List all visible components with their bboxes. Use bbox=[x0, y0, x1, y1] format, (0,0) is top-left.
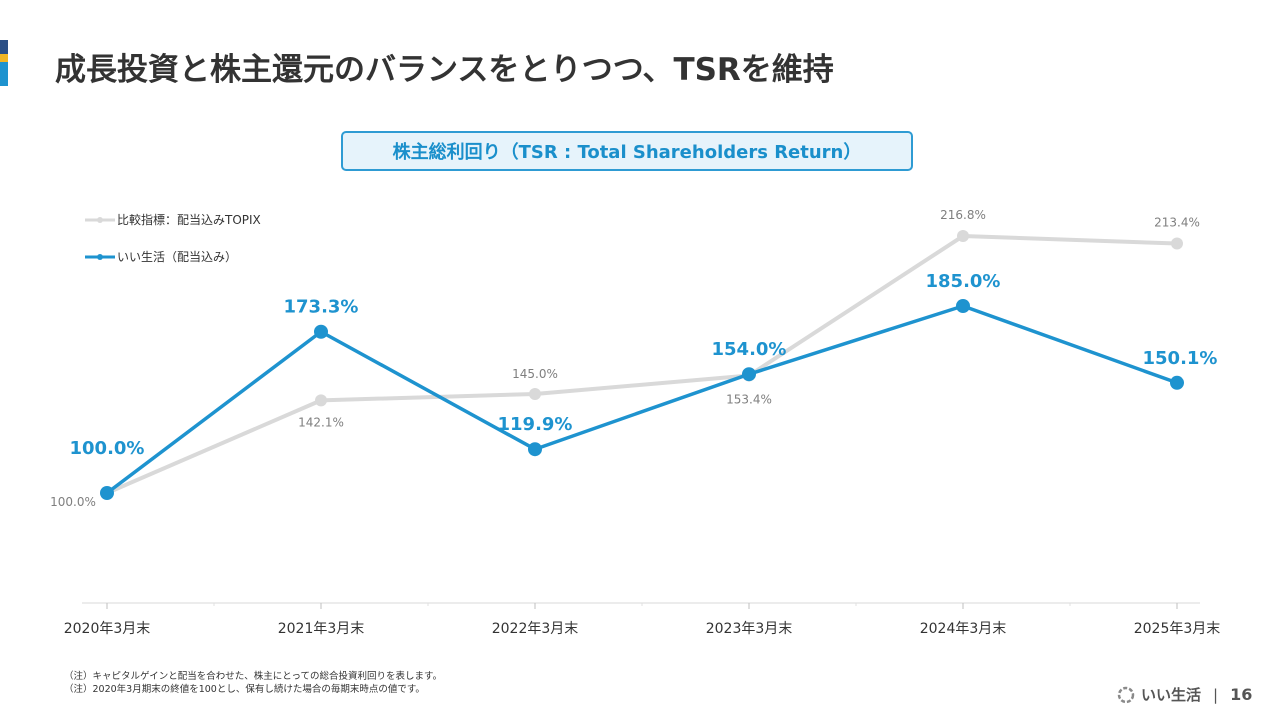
footnote-2: （注）2020年3月期末の終値を100とし、保有し続けた場合の毎期末時点の値です… bbox=[64, 684, 425, 695]
footnotes: （注）キャピタルゲインと配当を合わせた、株主にとっての総合投資利回りを表します。… bbox=[64, 670, 442, 696]
legend-line-topix-icon bbox=[85, 216, 115, 223]
brand-logo-icon bbox=[1117, 686, 1135, 703]
data-point-topix bbox=[957, 230, 969, 243]
data-label-topix: 142.1% bbox=[298, 415, 344, 429]
legend-label-company: いい生活（配当込み） bbox=[117, 250, 238, 264]
data-point-company bbox=[528, 442, 542, 457]
series-line-topix bbox=[106, 234, 1178, 495]
data-label-topix: 213.4% bbox=[1154, 216, 1200, 230]
series-line-company bbox=[105, 304, 1178, 495]
data-point-company bbox=[956, 299, 970, 313]
data-label-company: 119.9% bbox=[498, 414, 573, 435]
x-tick-label: 2025年3月末 bbox=[1134, 621, 1221, 637]
data-label-company: 154.0% bbox=[712, 339, 787, 360]
data-point-company bbox=[1170, 375, 1184, 390]
chart-title: 株主総利回り（TSR : Total Shareholders Return） bbox=[341, 131, 913, 171]
data-label-company: 173.3% bbox=[284, 297, 359, 318]
data-label-topix: 216.8% bbox=[940, 208, 986, 222]
accent-segment-blue bbox=[0, 62, 8, 86]
accent-segment-navy bbox=[0, 40, 8, 54]
page-title: 成長投資と株主還元のバランスをとりつつ、TSRを維持 bbox=[55, 52, 834, 88]
data-label-topix: 100.0% bbox=[50, 495, 96, 509]
legend-item-topix: 比較指標：配当込みTOPIX bbox=[85, 211, 261, 228]
data-point-company bbox=[100, 486, 114, 500]
x-tick-label: 2023年3月末 bbox=[706, 621, 793, 637]
data-label-topix: 153.4% bbox=[726, 393, 772, 407]
data-label-company: 100.0% bbox=[70, 438, 145, 459]
brand-name: いい生活 bbox=[1141, 686, 1202, 704]
footer-separator: | bbox=[1213, 685, 1219, 704]
data-point-topix bbox=[529, 388, 541, 400]
data-point-company bbox=[314, 324, 328, 339]
data-label-company: 150.1% bbox=[1143, 348, 1218, 369]
data-point-topix bbox=[1171, 237, 1183, 250]
data-point-topix bbox=[315, 394, 327, 407]
data-label-topix: 145.0% bbox=[512, 367, 558, 381]
legend-line-company-icon bbox=[85, 253, 115, 260]
legend-item-company: いい生活（配当込み） bbox=[85, 248, 237, 265]
x-tick-label: 2024年3月末 bbox=[920, 621, 1007, 637]
x-tick-label: 2020年3月末 bbox=[64, 621, 151, 637]
legend-label-topix: 比較指標：配当込みTOPIX bbox=[117, 213, 261, 227]
data-point-company bbox=[742, 367, 756, 382]
x-tick-label: 2022年3月末 bbox=[492, 621, 579, 637]
footer-brand: いい生活 | 16 bbox=[1116, 684, 1252, 705]
data-label-company: 185.0% bbox=[926, 271, 1001, 292]
accent-segment-yellow bbox=[0, 54, 8, 62]
footnote-1: （注）キャピタルゲインと配当を合わせた、株主にとっての総合投資利回りを表します。 bbox=[64, 671, 443, 682]
title-accent-bar bbox=[0, 40, 8, 86]
page-number: 16 bbox=[1230, 685, 1253, 704]
x-tick-label: 2021年3月末 bbox=[278, 621, 365, 637]
